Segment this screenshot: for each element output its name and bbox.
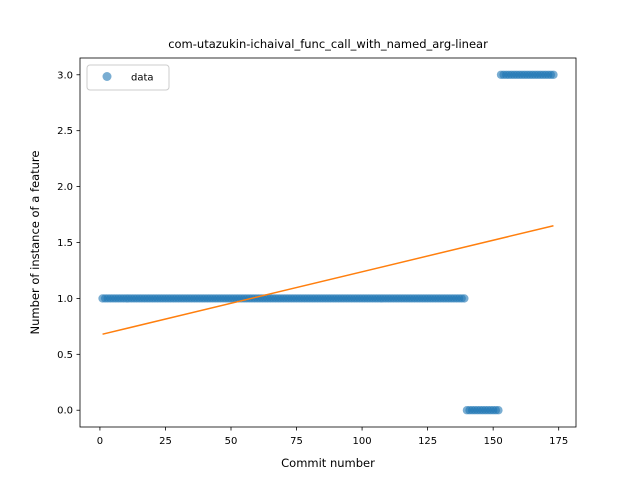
y-tick-label: 0.0 — [57, 406, 73, 417]
y-tick-label: 1.5 — [57, 238, 73, 249]
y-tick-label: 2.5 — [57, 126, 73, 137]
fit-line-layer — [102, 224, 554, 335]
chart-title: com-utazukin-ichaival_func_call_with_nam… — [168, 37, 488, 51]
x-tick-label: 50 — [225, 436, 238, 447]
legend: data — [86, 64, 170, 91]
x-tick-label: 100 — [353, 436, 372, 447]
data-point — [460, 294, 469, 303]
x-tick-label: 150 — [484, 436, 503, 447]
y-tick-label: 0.5 — [57, 350, 73, 361]
x-axis: 0 25 50 75 100 125 150 175 — [97, 427, 568, 447]
y-tick-label: 2.0 — [57, 182, 73, 193]
legend-box — [86, 64, 170, 91]
y-tick-label: 3.0 — [57, 70, 73, 81]
fit-line — [102, 224, 554, 335]
data-point — [549, 70, 558, 79]
plot-area — [80, 58, 576, 427]
legend-label: data — [131, 73, 154, 84]
x-tick-label: 175 — [549, 436, 568, 447]
y-tick-label: 1.0 — [57, 294, 73, 305]
x-tick-label: 75 — [290, 436, 303, 447]
y-axis: 0.0 0.5 1.0 1.5 2.0 2.5 3.0 — [57, 70, 80, 417]
data-point — [494, 406, 503, 415]
y-axis-label: Number of instance of a feature — [28, 151, 42, 335]
x-tick-label: 25 — [159, 436, 172, 447]
x-axis-label: Commit number — [281, 456, 375, 470]
data-points — [98, 70, 558, 415]
x-tick-label: 125 — [418, 436, 437, 447]
legend-marker — [102, 72, 112, 81]
x-tick-label: 0 — [97, 436, 103, 447]
